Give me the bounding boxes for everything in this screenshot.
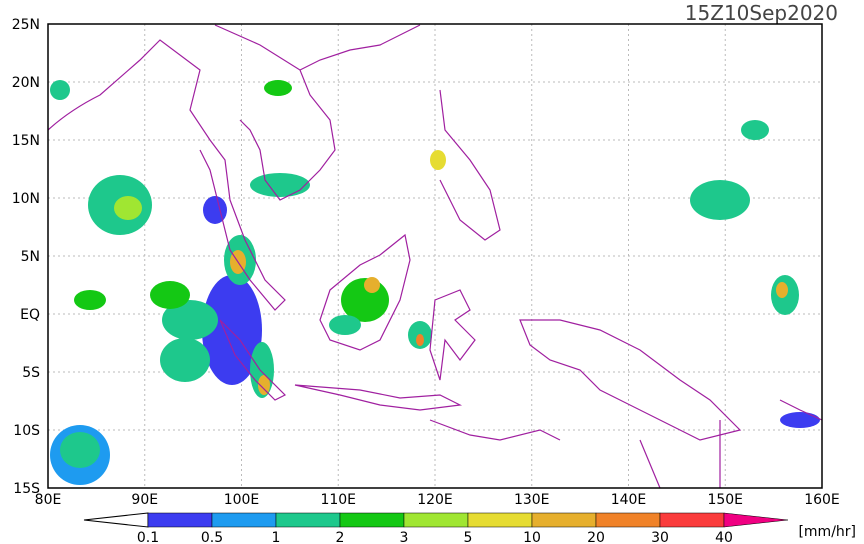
colorbar-segment (339, 512, 405, 528)
colorbar-over (723, 512, 789, 528)
lat-label: 5S (22, 365, 40, 381)
rain-area (162, 300, 218, 340)
coastline (47, 39, 286, 311)
map-title: 15Z10Sep2020 (685, 1, 838, 25)
colorbar-segment (467, 512, 533, 528)
lon-label: 100E (224, 492, 260, 508)
colorbar-label: 40 (715, 530, 733, 544)
map-frame (47, 23, 823, 489)
rain-area (60, 432, 100, 468)
coastline (319, 233, 411, 351)
lat-label: 10N (12, 191, 40, 207)
colorbar-segment (211, 512, 277, 528)
rain-area (74, 290, 106, 310)
colorbar: 0.1 0.5 1 2 3 5 10 20 30 40 (83, 512, 789, 544)
coastline (299, 24, 421, 71)
rain-area (264, 80, 292, 96)
colorbar-label: 0.5 (201, 530, 223, 544)
rain-area (160, 338, 210, 382)
coastline (779, 399, 823, 421)
coastline (429, 289, 476, 381)
colorbar-label: 2 (336, 530, 345, 544)
colorbar-label: 3 (400, 530, 409, 544)
lon-label: 140E (611, 492, 647, 508)
lat-label: 25N (12, 17, 40, 33)
lat-label: 15S (13, 481, 40, 497)
coastline (294, 384, 463, 411)
lat-label: 10S (13, 423, 40, 439)
colorbar-segment (275, 512, 341, 528)
rain-area (690, 180, 750, 220)
grid (48, 24, 822, 488)
colorbar-segment (659, 512, 725, 528)
coastline (439, 89, 501, 241)
rain-area (364, 277, 380, 293)
colorbar-label: 10 (523, 530, 541, 544)
rain-area (776, 282, 788, 298)
colorbar-segment (403, 512, 469, 528)
lat-label: 5N (21, 249, 40, 265)
rain-area (50, 80, 70, 100)
colorbar-segment (595, 512, 661, 528)
lon-label: 150E (707, 492, 743, 508)
rain-area (416, 334, 424, 346)
colorbar-label: 0.1 (137, 530, 159, 544)
rain-area (329, 315, 361, 335)
coastline (219, 319, 287, 401)
rain-area (203, 196, 227, 224)
coastline (519, 319, 742, 441)
rain-area (430, 150, 446, 170)
lat-label: EQ (20, 307, 40, 323)
lon-label: 80E (35, 492, 62, 508)
colorbar-label: 30 (651, 530, 669, 544)
lat-label: 20N (12, 75, 40, 91)
rain-area (250, 173, 310, 197)
lon-label: 130E (514, 492, 550, 508)
rain-area (741, 120, 769, 140)
lat-label: 15N (12, 133, 40, 149)
colorbar-segment (531, 512, 597, 528)
colorbar-label: 1 (272, 530, 281, 544)
coastline (429, 419, 721, 489)
rain-area (258, 375, 270, 395)
lon-label: 90E (131, 492, 158, 508)
lon-label: 110E (320, 492, 356, 508)
axis-labels: 80E 90E 100E 110E 120E 130E 140E 150E 160E 25N 20N… (12, 17, 840, 508)
rain-area (780, 412, 820, 428)
colorbar-label: 20 (587, 530, 605, 544)
colorbar-label: 5 (464, 530, 473, 544)
rain-area (202, 275, 262, 385)
colorbar-segment (147, 512, 213, 528)
coastlines (47, 24, 823, 489)
rain-area (114, 196, 142, 220)
colorbar-unit: [mm/hr] (798, 524, 856, 540)
lon-label: 160E (804, 492, 840, 508)
colorbar-under (83, 512, 149, 528)
rain-area (150, 281, 190, 309)
lon-label: 120E (417, 492, 453, 508)
